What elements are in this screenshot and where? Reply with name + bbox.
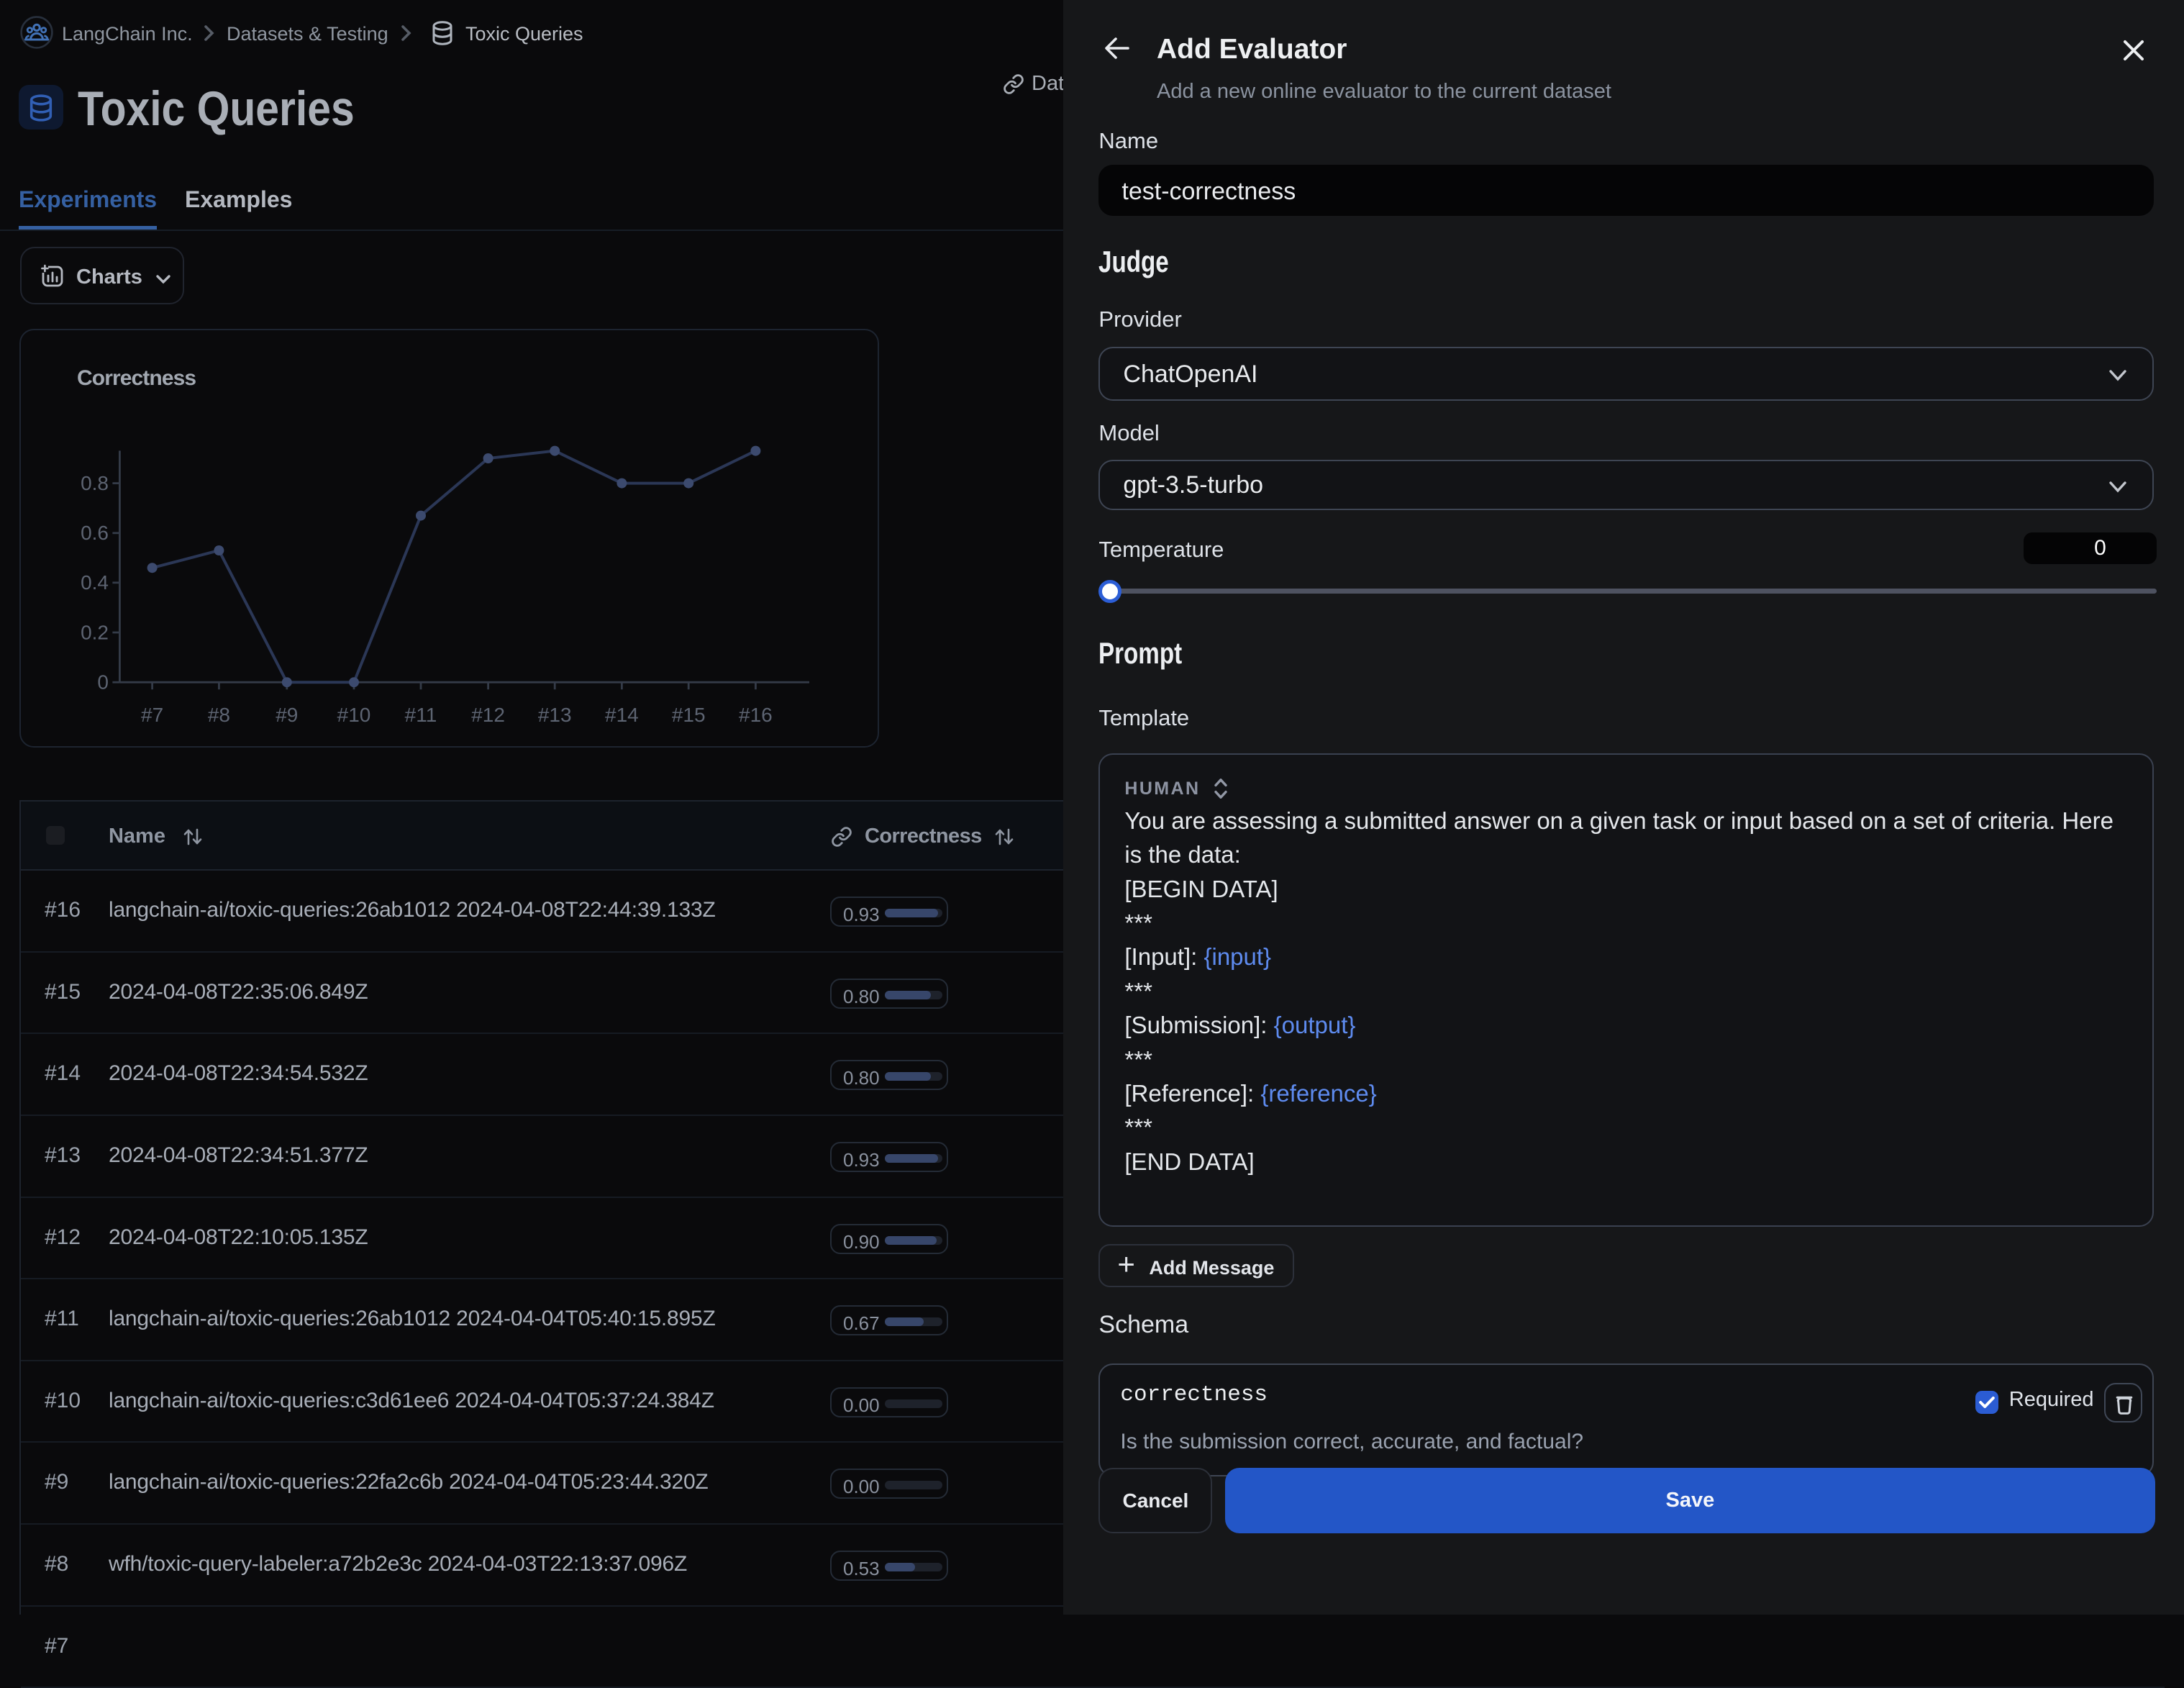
svg-text:#7: #7 bbox=[141, 704, 163, 726]
svg-text:0.2: 0.2 bbox=[81, 622, 109, 644]
svg-text:#14: #14 bbox=[605, 704, 639, 726]
svg-text:0.4: 0.4 bbox=[81, 572, 109, 594]
svg-text:0.6: 0.6 bbox=[81, 522, 109, 545]
svg-text:#10: #10 bbox=[337, 704, 370, 726]
svg-text:#15: #15 bbox=[671, 704, 705, 726]
svg-text:#16: #16 bbox=[739, 704, 773, 726]
svg-text:0.8: 0.8 bbox=[81, 472, 109, 494]
svg-text:0: 0 bbox=[97, 671, 109, 694]
svg-text:#9: #9 bbox=[276, 704, 298, 726]
svg-text:#8: #8 bbox=[207, 704, 229, 726]
svg-text:#13: #13 bbox=[537, 704, 571, 726]
svg-text:#11: #11 bbox=[404, 704, 437, 726]
svg-text:#12: #12 bbox=[471, 704, 505, 726]
svg-text:Correctness: Correctness bbox=[77, 366, 196, 390]
